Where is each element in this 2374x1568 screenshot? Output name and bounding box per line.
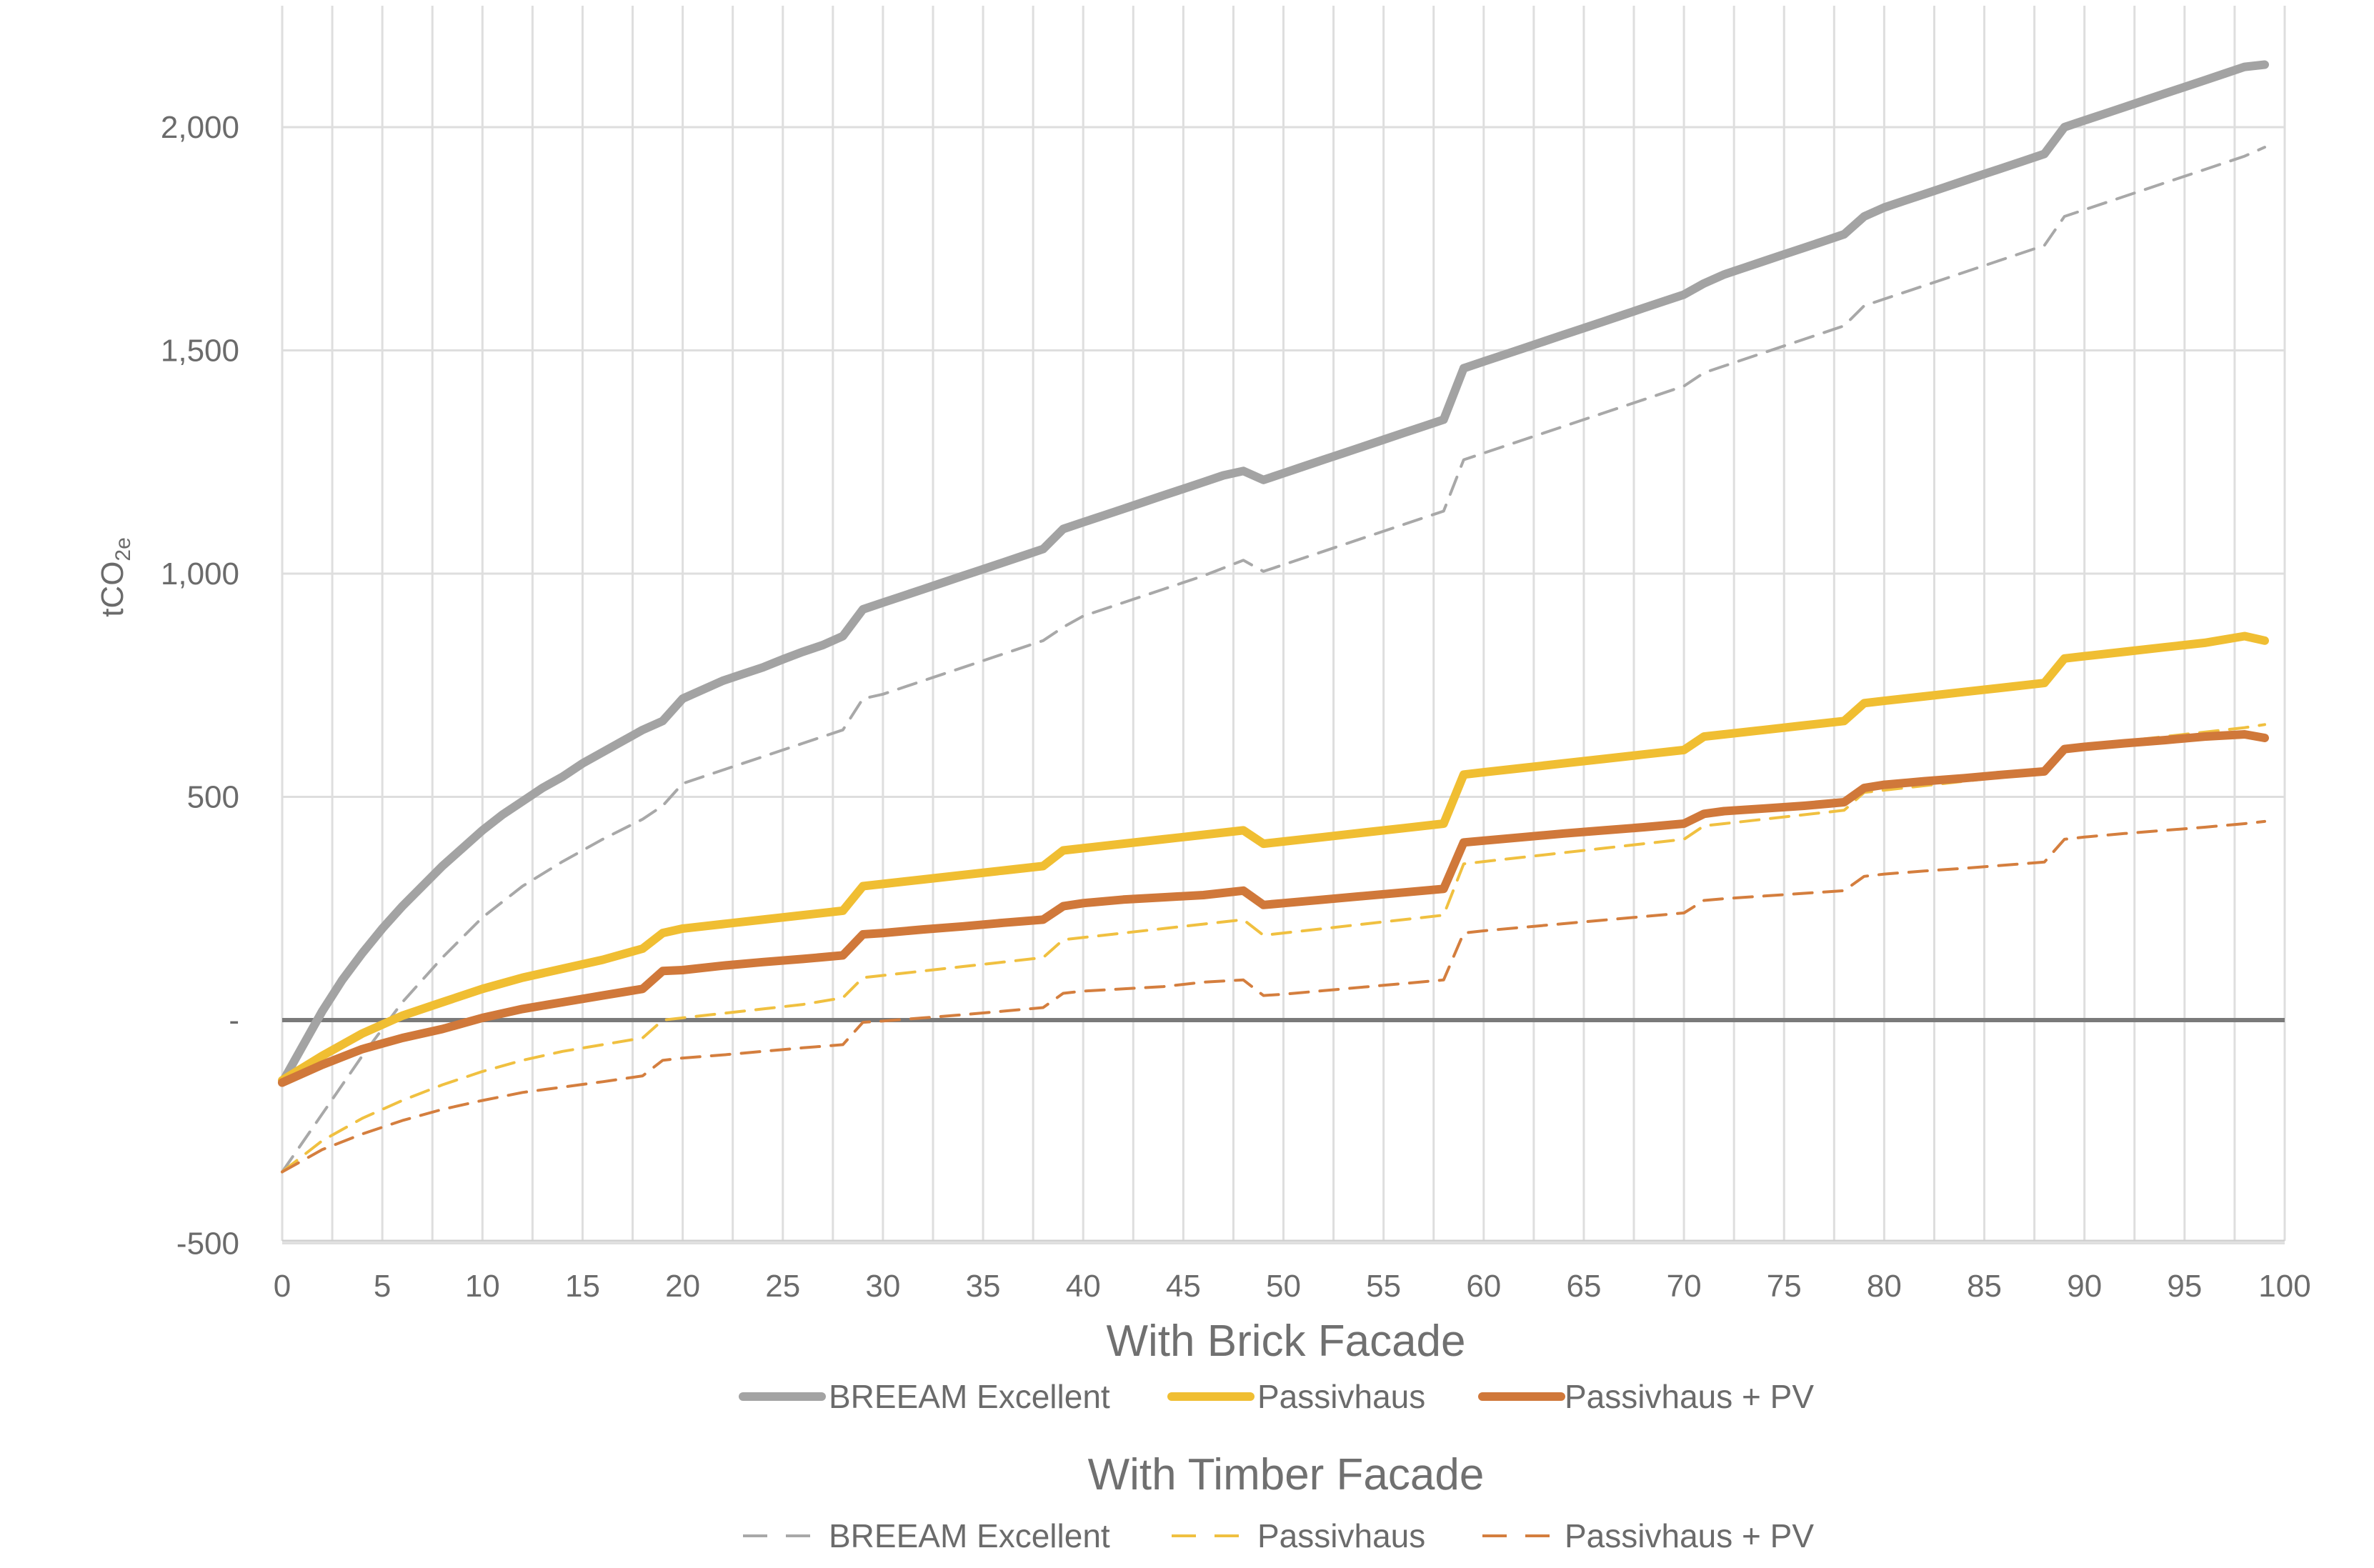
- x-tick-label: 55: [1366, 1269, 1401, 1304]
- x-tick-label: 65: [1566, 1269, 1601, 1304]
- x-tick-label: 50: [1266, 1269, 1301, 1304]
- legend-label: BREEAM Excellent: [829, 1378, 1110, 1415]
- x-tick-label: 15: [565, 1269, 600, 1304]
- vertical-gridlines: [281, 6, 2286, 1241]
- y-axis-title: tCO2e: [95, 537, 135, 617]
- x-axis-tick-labels: 0 5 10 15 20 25 30 35 40 45 50 55 60 65 70 75 80 85 90 95 10…: [274, 1269, 2311, 1304]
- horizontal-gridlines: [282, 126, 2285, 1244]
- series-line-timber-passivhaus: [281, 723, 2266, 1174]
- y-tick-label: -500: [176, 1227, 239, 1262]
- x-tick-label: 75: [1767, 1269, 1802, 1304]
- legend-label: Passivhaus: [1257, 1378, 1425, 1415]
- x-tick-label: 10: [465, 1269, 500, 1304]
- legend-timber: BREEAM Excellent Passivhaus Passivhaus + P…: [743, 1517, 1814, 1554]
- legend-group-title-brick: With Brick Facade: [1106, 1317, 1465, 1366]
- series-lines: [278, 60, 2269, 1174]
- x-tick-label: 100: [2258, 1269, 2310, 1304]
- x-tick-label: 20: [665, 1269, 700, 1304]
- x-tick-label: 35: [966, 1269, 1001, 1304]
- x-tick-label: 25: [765, 1269, 800, 1304]
- legend-brick: BREEAM Excellent Passivhaus Passivhaus + P…: [739, 1378, 1814, 1415]
- y-tick-label: 1,500: [161, 334, 239, 369]
- legend-label: Passivhaus + PV: [1565, 1517, 1814, 1554]
- series-line-timber-passivhaus-pv: [281, 819, 2266, 1174]
- series-line-timber-breeam-excellent: [281, 146, 2266, 1174]
- x-tick-label: 95: [2167, 1269, 2202, 1304]
- legend-label: BREEAM Excellent: [829, 1517, 1110, 1554]
- x-tick-label: 60: [1466, 1269, 1501, 1304]
- x-tick-label: 80: [1867, 1269, 1902, 1304]
- y-tick-label: 500: [187, 780, 239, 815]
- legend-label: Passivhaus + PV: [1565, 1378, 1814, 1415]
- series-line-brick-passivhaus-pv: [278, 730, 2269, 1087]
- x-tick-label: 90: [2067, 1269, 2102, 1304]
- legend-group-title-timber: With Timber Facade: [1088, 1450, 1485, 1499]
- x-tick-label: 5: [374, 1269, 391, 1304]
- x-tick-label: 45: [1166, 1269, 1201, 1304]
- x-tick-label: 30: [865, 1269, 900, 1304]
- y-tick-label: -: [229, 1003, 239, 1038]
- series-line-brick-breeam-excellent: [278, 60, 2269, 1087]
- series-line-brick-passivhaus: [278, 631, 2269, 1085]
- legend-label: Passivhaus: [1257, 1517, 1425, 1554]
- x-tick-label: 85: [1967, 1269, 2002, 1304]
- x-tick-label: 70: [1667, 1269, 1702, 1304]
- y-tick-label: 2,000: [161, 110, 239, 145]
- y-tick-label: 1,000: [161, 556, 239, 591]
- x-tick-label: 40: [1066, 1269, 1101, 1304]
- x-tick-label: 0: [274, 1269, 291, 1304]
